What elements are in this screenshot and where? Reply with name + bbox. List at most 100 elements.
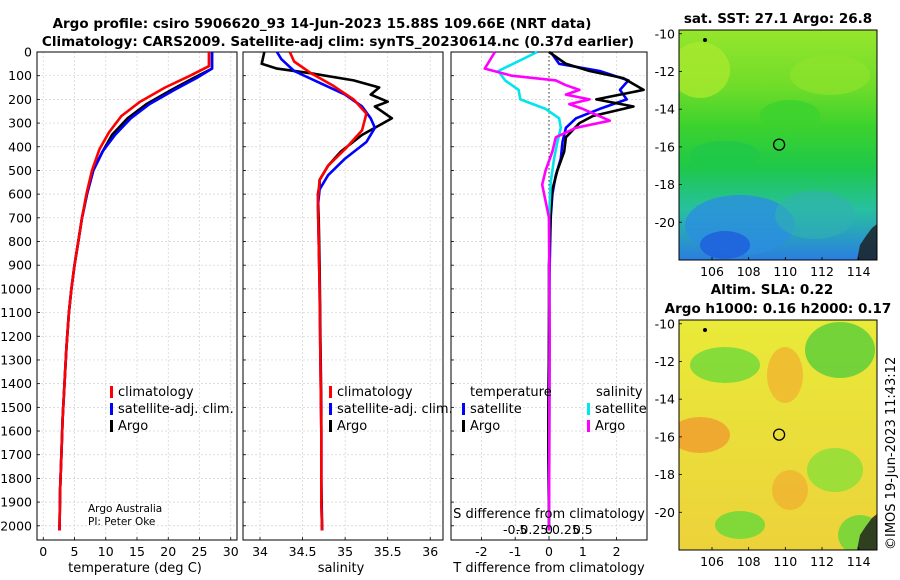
sst-map-ticks: 106 108 110 112 114 -10 -12 -14 -16 -18 -20 — [655, 26, 871, 279]
salinity-axes-frame — [242, 51, 444, 541]
legend-label-climatology: climatology — [118, 385, 194, 400]
x-tick-label: 30 — [223, 544, 239, 559]
series-line-argo — [58, 52, 214, 531]
y-tick-label: 100 — [8, 68, 32, 83]
map-y-tick-label: -20 — [655, 215, 675, 230]
imos-watermark: ©IMOS 19-Jun-2023 11:43:12 — [884, 357, 899, 550]
series-line-climatology — [58, 52, 211, 531]
map-y-tick-label: -10 — [655, 26, 675, 41]
legend-label-satellite: satellite-adj. clim. — [118, 402, 234, 417]
legend-swatch-climatology — [329, 386, 332, 398]
map-x-tick-label: 106 — [700, 264, 724, 279]
y-tick-label: 500 — [8, 163, 32, 178]
secondary-x-tick-label: -0.5 — [503, 522, 527, 537]
sst-map-frame — [678, 29, 878, 261]
map-x-tick-label: 108 — [737, 554, 761, 569]
x-tick-label: 1 — [579, 544, 587, 559]
map-y-tick-label: -10 — [655, 316, 675, 331]
secondary-x-tick-label: 0 — [545, 522, 553, 537]
x-tick-label: 36 — [422, 544, 438, 559]
map-x-tick-label: 114 — [847, 554, 871, 569]
y-tick-label: 1800 — [0, 471, 32, 486]
legend-label-satellite: satellite-adj. clim. — [337, 402, 453, 417]
salinity-panel: 34 34.5 35 35.5 36 salinity climatology sate… — [242, 51, 453, 576]
map-x-tick-label: 108 — [737, 264, 761, 279]
legend-label-climatology: climatology — [337, 385, 413, 400]
x-tick-label: 15 — [129, 544, 145, 559]
map-y-tick-label: -20 — [655, 505, 675, 520]
sst-cool-patch — [775, 191, 855, 239]
map-x-tick-label: 110 — [773, 554, 797, 569]
legend-label-s-satellite: satellite — [595, 402, 647, 417]
sst-cool-patch — [700, 231, 750, 259]
sla-argo-marker — [772, 428, 786, 441]
map-x-tick-label: 112 — [810, 554, 834, 569]
legend-label-argo: Argo — [337, 419, 367, 434]
legend-swatch-argo — [329, 420, 332, 432]
map-x-tick-label: 112 — [810, 264, 834, 279]
legend-heading-temperature: temperature — [470, 385, 552, 400]
salinity-xlabel: salinity — [318, 561, 365, 576]
y-tick-label: 1600 — [0, 424, 32, 439]
x-tick-label: 0 — [545, 544, 553, 559]
y-tick-label: 600 — [8, 187, 32, 202]
sst-map-panel: sat. SST: 27.1 Argo: 26.8 106 108 110 112 11… — [655, 11, 878, 279]
legend-swatch-t-argo — [462, 420, 465, 432]
sla-map-panel: Altim. SLA: 0.22 Argo h1000: 0.16 h2000:… — [655, 282, 892, 569]
difference-xlabel: T difference from climatology — [452, 561, 645, 576]
y-tick-label: 1000 — [0, 281, 32, 296]
sla-low-patch — [805, 322, 875, 378]
map-y-tick-label: -12 — [655, 354, 675, 369]
sla-coastline — [857, 514, 877, 550]
series-line-climatology — [288, 51, 368, 531]
x-tick-label: 35.5 — [374, 544, 402, 559]
legend-swatch-s-argo — [587, 420, 590, 432]
x-tick-label: -1 — [509, 544, 521, 559]
temperature-grid — [37, 51, 237, 540]
legend-label-t-argo: Argo — [470, 419, 500, 434]
map-y-tick-label: -16 — [655, 429, 675, 444]
map-y-tick-label: -18 — [655, 177, 675, 192]
x-tick-label: -2 — [475, 544, 487, 559]
y-tick-label: 1900 — [0, 495, 32, 510]
sst-cool-patch — [679, 42, 730, 98]
sla-island — [703, 328, 707, 332]
y-tick-label: 1400 — [0, 376, 32, 391]
legend-swatch-climatology — [110, 386, 113, 398]
y-tick-label: 700 — [8, 210, 32, 225]
y-tick-label: 1500 — [0, 400, 32, 415]
y-tick-label: 900 — [8, 258, 32, 273]
y-tick-label: 200 — [8, 92, 32, 107]
y-tick-label: 400 — [8, 139, 32, 154]
credit-line1: Argo Australia — [88, 503, 162, 515]
x-tick-label: 20 — [160, 544, 176, 559]
map-x-tick-label: 114 — [847, 264, 871, 279]
x-tick-label: 10 — [98, 544, 114, 559]
x-tick-label: 0 — [39, 544, 47, 559]
salinity-grid — [243, 51, 443, 540]
salinity-lines — [260, 51, 394, 531]
x-tick-label: 34 — [252, 544, 268, 559]
y-tick-label: 1700 — [0, 447, 32, 462]
map-x-tick-label: 106 — [700, 554, 724, 569]
legend-swatch-satellite — [329, 403, 332, 415]
y-tick-label: 300 — [8, 116, 32, 131]
sla-low-patch — [807, 448, 863, 492]
sst-argo-marker — [772, 138, 786, 151]
sla-map-title-line1: Altim. SLA: 0.22 — [711, 282, 833, 298]
sla-map-frame — [678, 319, 878, 551]
sst-coastline — [857, 224, 877, 260]
legend-label-argo: Argo — [118, 419, 148, 434]
difference-ticks: -2 -1 0 1 2 — [451, 51, 621, 559]
sla-map-title-line2: Argo h1000: 0.16 h2000: 0.17 — [665, 301, 892, 317]
difference-panel: -2 -1 0 1 2 T difference from climatology S … — [450, 50, 648, 576]
temperature-ticks: 0100200300400500600700800900100011001200… — [0, 45, 239, 560]
difference-legend-salinity: salinity satellite Argo — [587, 385, 647, 434]
sla-high-patch — [772, 470, 808, 510]
y-tick-label: 1300 — [0, 352, 32, 367]
figure-title-line2: Climatology: CARS2009. Satellite-adj cli… — [42, 34, 634, 50]
difference-secondary-xlabel: S difference from climatology — [453, 507, 645, 522]
temperature-lines — [58, 52, 214, 531]
sst-cool-patch — [760, 100, 820, 130]
map-y-tick-label: -14 — [655, 392, 675, 407]
